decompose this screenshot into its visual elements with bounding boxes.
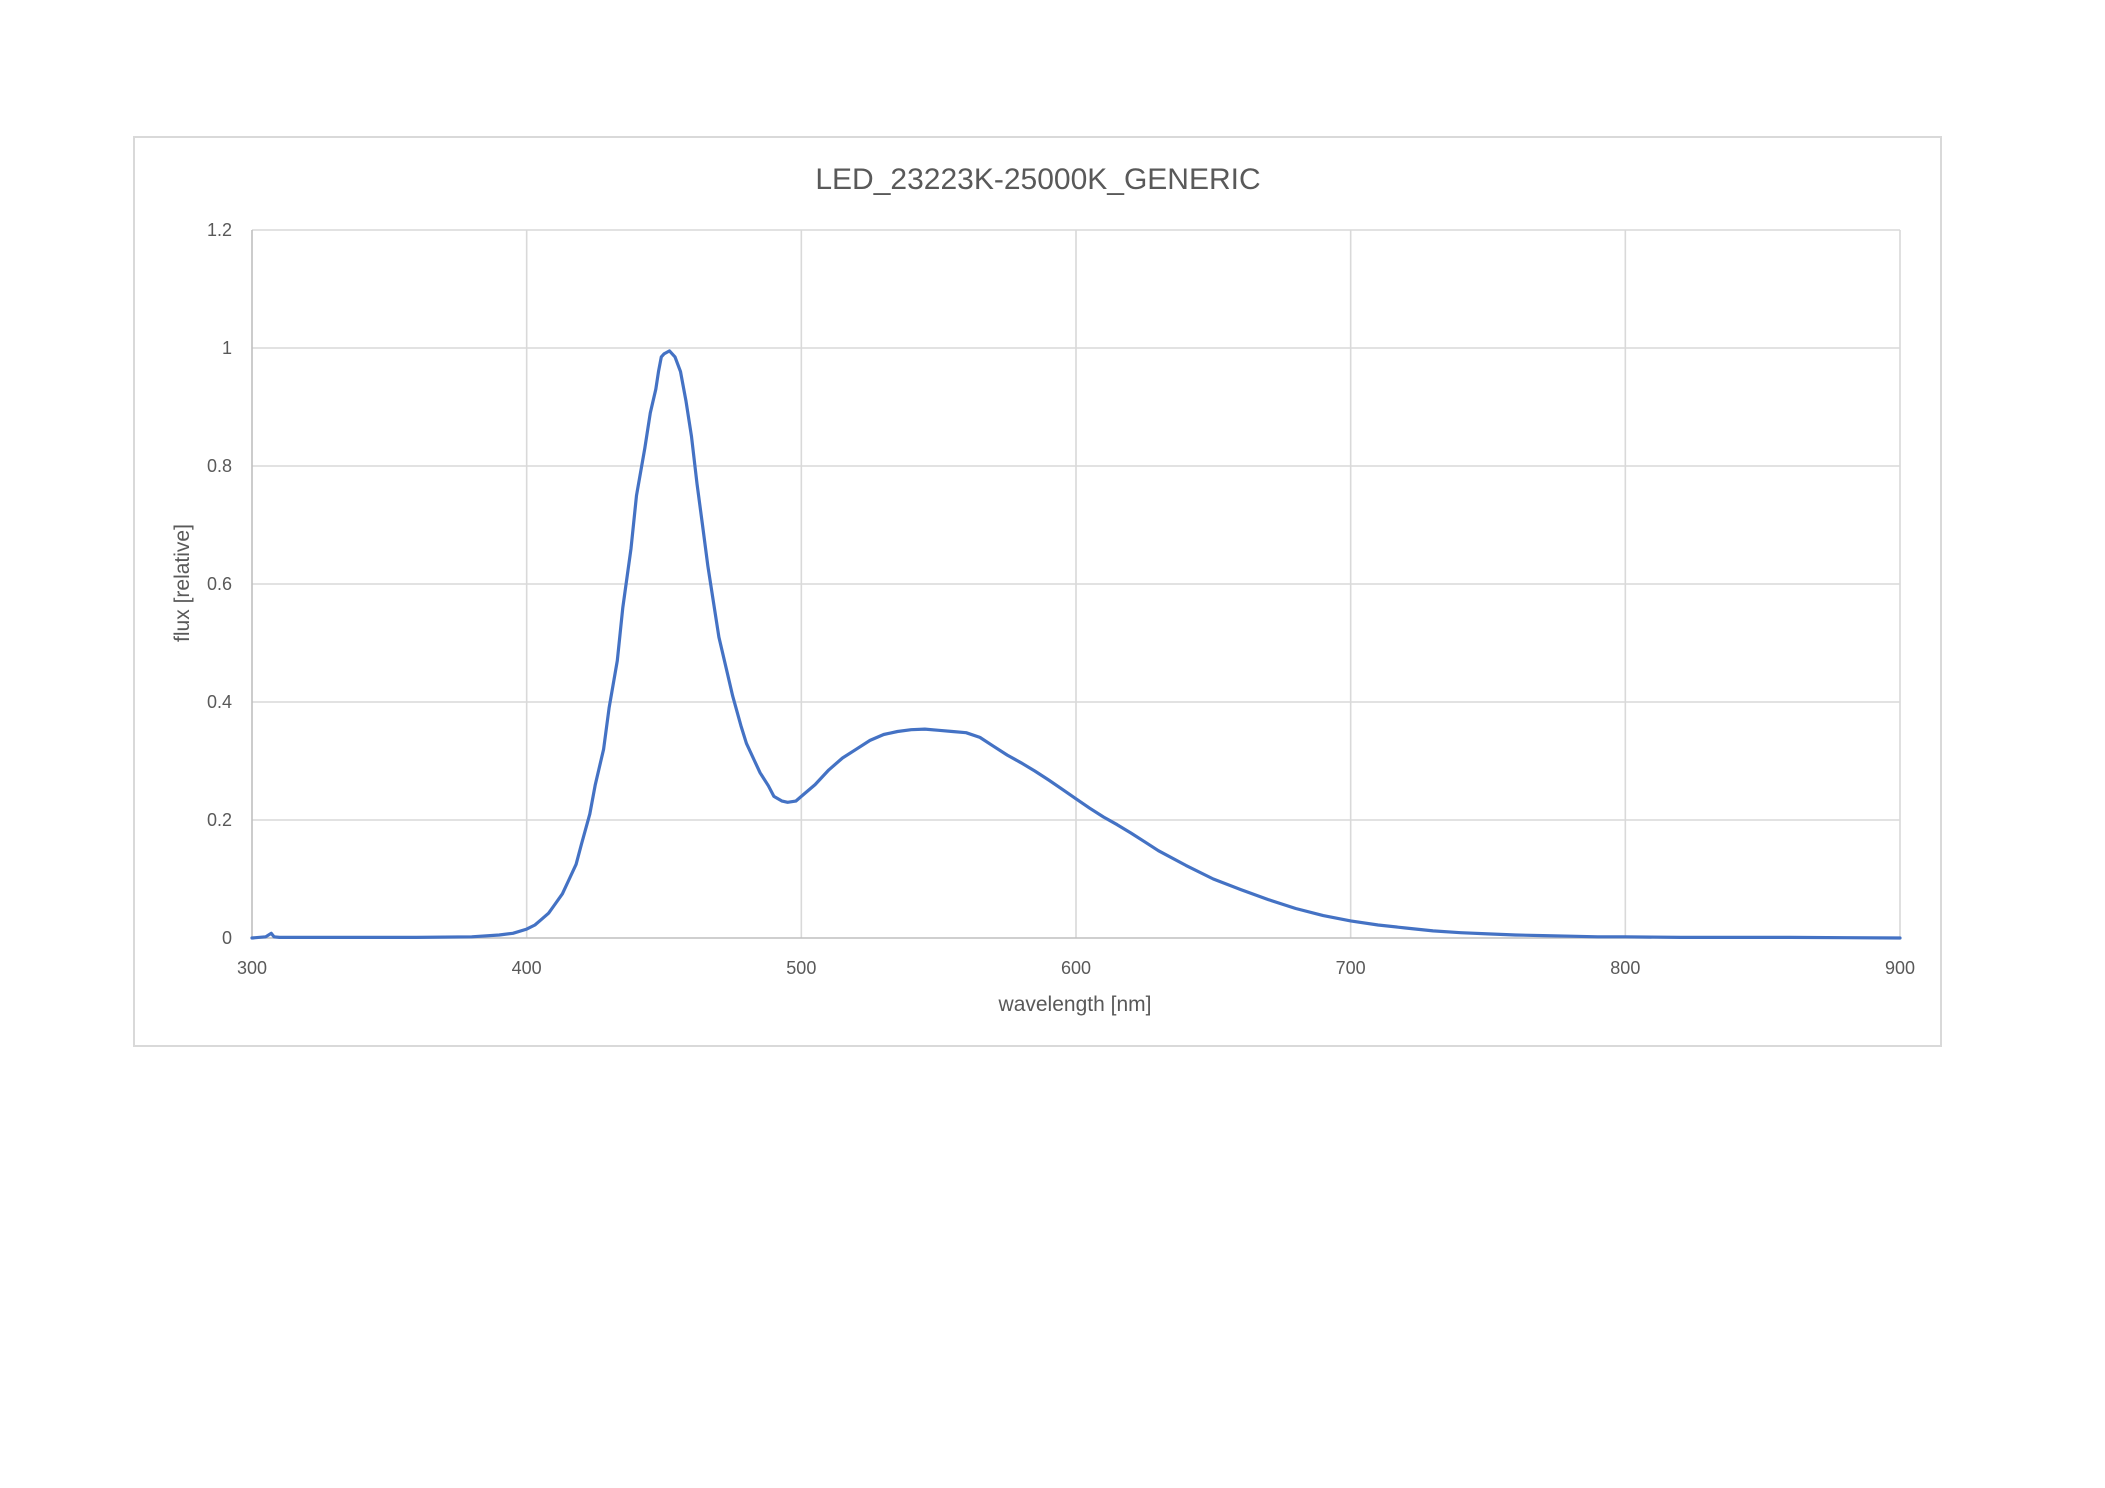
chart-title: LED_23223K-25000K_GENERIC (815, 163, 1260, 196)
y-tick-label: 0.6 (207, 574, 232, 594)
y-tick-label: 0.2 (207, 810, 232, 830)
x-axis-title: wavelength [nm] (998, 993, 1152, 1016)
x-tick-label: 800 (1610, 958, 1640, 978)
x-tick-label: 700 (1336, 958, 1366, 978)
x-tick-labels: 300 400 500 600 700 800 900 (237, 958, 1915, 978)
series-layer (250, 349, 1902, 940)
y-tick-labels: 0 0.2 0.4 0.6 0.8 1 1.2 (207, 220, 232, 948)
y-tick-label: 0.4 (207, 692, 232, 712)
x-tick-label: 600 (1061, 958, 1091, 978)
y-tick-label: 1.2 (207, 220, 232, 240)
x-tick-label: 400 (512, 958, 542, 978)
x-tick-label: 900 (1885, 958, 1915, 978)
x-tick-label: 300 (237, 958, 267, 978)
y-tick-label: 0 (222, 928, 232, 948)
y-axis-title: flux [relative] (171, 524, 194, 642)
x-tick-label: 500 (786, 958, 816, 978)
chart-frame (133, 136, 1942, 1047)
y-tick-label: 0.8 (207, 456, 232, 476)
series-line (250, 349, 1902, 940)
y-tick-label: 1 (222, 338, 232, 358)
grid (252, 229, 1901, 938)
